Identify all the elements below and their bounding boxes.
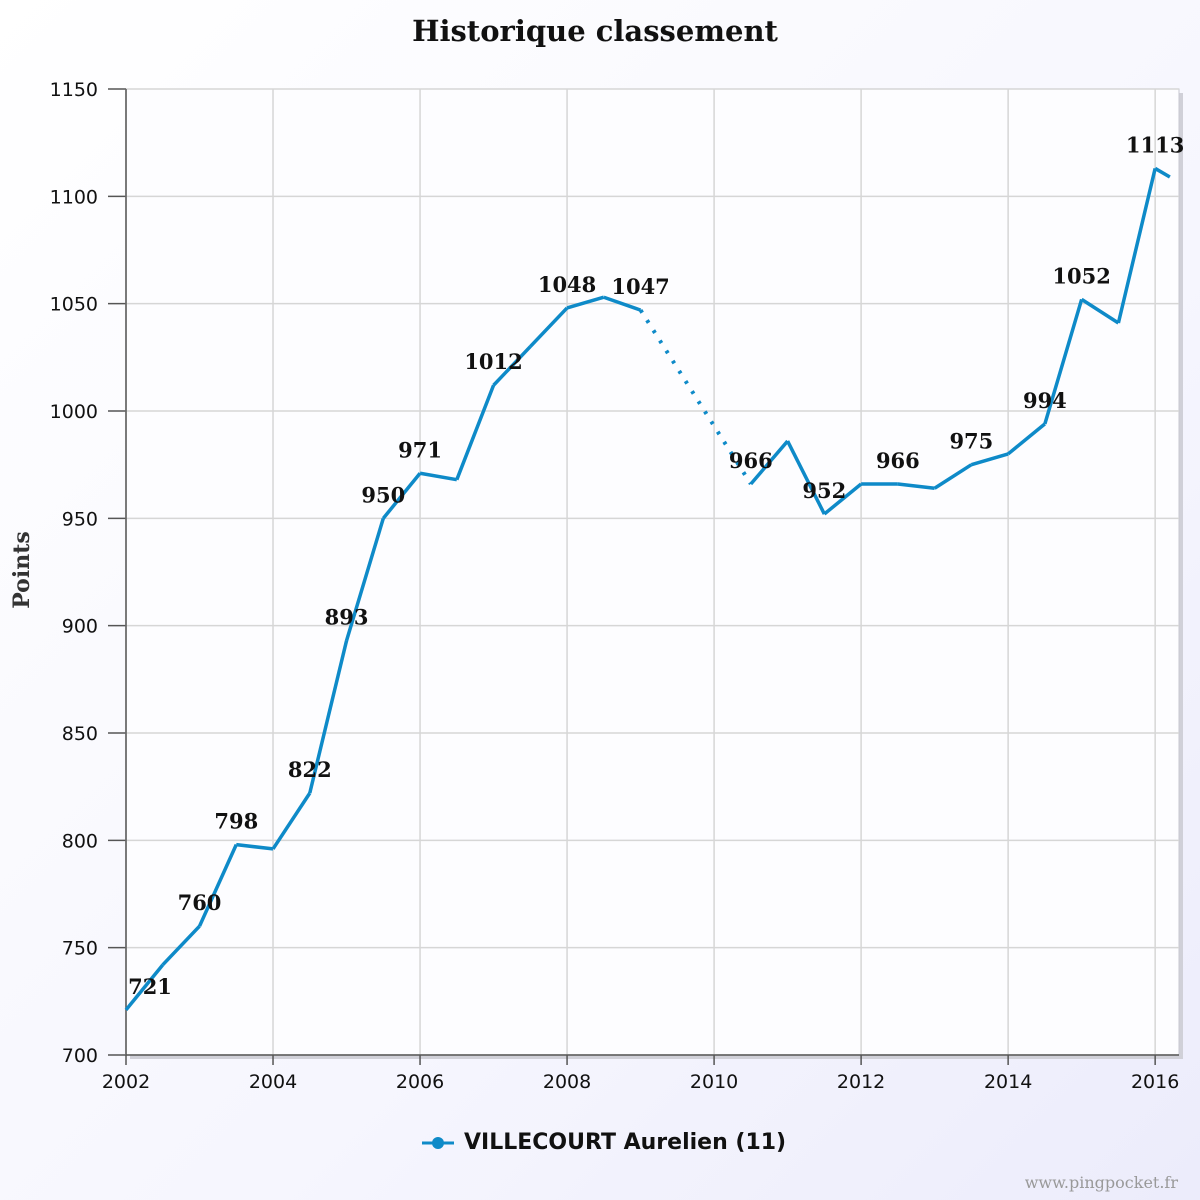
- data-label: 1113: [1126, 132, 1184, 157]
- line-segment: [1007, 422, 1046, 456]
- line-segment: [455, 384, 496, 481]
- line-segment: [197, 843, 238, 927]
- credit-text: www.pingpocket.fr: [1024, 1173, 1178, 1192]
- data-label: 950: [361, 482, 405, 507]
- line-segment: [933, 463, 973, 490]
- line-segment: [492, 345, 532, 387]
- x-tick-label: 2014: [984, 1071, 1032, 1093]
- chart-title: Historique classement: [412, 14, 778, 48]
- line-segment: [344, 517, 385, 642]
- data-label: 952: [802, 478, 846, 503]
- x-tick-label: 2006: [396, 1071, 444, 1093]
- line-segment: [124, 963, 165, 1012]
- legend-label: VILLECOURT Aurelien (11): [464, 1130, 787, 1155]
- line-segment: [786, 440, 826, 515]
- line-segment: [566, 295, 605, 310]
- legend-marker-icon: [422, 1136, 454, 1149]
- x-tick-label: 2016: [1131, 1071, 1179, 1093]
- line-segment: [161, 924, 201, 967]
- y-tick-label: 1050: [50, 294, 98, 316]
- y-tick-label: 1100: [50, 186, 98, 208]
- y-tick-label: 800: [62, 830, 98, 852]
- data-label: 971: [398, 437, 442, 462]
- line-segment: [823, 482, 863, 516]
- data-label: 798: [214, 809, 258, 834]
- line-segment: [749, 439, 789, 486]
- line-segment: [1154, 166, 1171, 179]
- data-label: 893: [325, 605, 369, 630]
- line-segment: [529, 306, 569, 348]
- data-label: 721: [128, 974, 172, 999]
- x-tick-label: 2010: [690, 1071, 738, 1093]
- line-segment: [381, 472, 422, 520]
- data-label: 1052: [1052, 263, 1110, 288]
- line-segment: [603, 295, 642, 312]
- data-label: 994: [1023, 388, 1067, 413]
- line-segment: [1043, 298, 1084, 425]
- data-label: 1048: [538, 272, 596, 297]
- plot-area: [125, 88, 1180, 1056]
- line-segment: [271, 792, 312, 850]
- y-tick-label: 850: [62, 723, 98, 745]
- data-label: 975: [949, 429, 993, 454]
- x-tick-label: 2008: [543, 1071, 591, 1093]
- y-tick-label: 700: [62, 1045, 98, 1067]
- line-segment: [1116, 168, 1157, 324]
- y-tick-label: 1000: [50, 401, 98, 423]
- line-segment: [308, 640, 349, 794]
- line-segment: [236, 842, 274, 851]
- data-label: 1047: [611, 274, 669, 299]
- legend-item[interactable]: VILLECOURT Aurelien (11): [420, 1130, 786, 1155]
- x-tick-label: 2012: [837, 1071, 885, 1093]
- data-label: 966: [876, 448, 920, 473]
- y-tick-label: 750: [62, 938, 98, 960]
- data-label: 1012: [464, 349, 522, 374]
- y-tick-label: 1150: [50, 79, 98, 101]
- data-label: 966: [729, 448, 773, 473]
- y-tick-label: 950: [62, 508, 98, 530]
- line-segment: [1080, 297, 1120, 325]
- data-label: 822: [288, 757, 332, 782]
- line-segment: [419, 471, 458, 482]
- line-segment: [897, 482, 935, 491]
- line-segment: [970, 452, 1009, 467]
- x-tick-label: 2004: [249, 1071, 297, 1093]
- x-tick-label: 2002: [102, 1071, 150, 1093]
- data-label: 760: [178, 890, 222, 915]
- y-tick-label: 900: [62, 616, 98, 638]
